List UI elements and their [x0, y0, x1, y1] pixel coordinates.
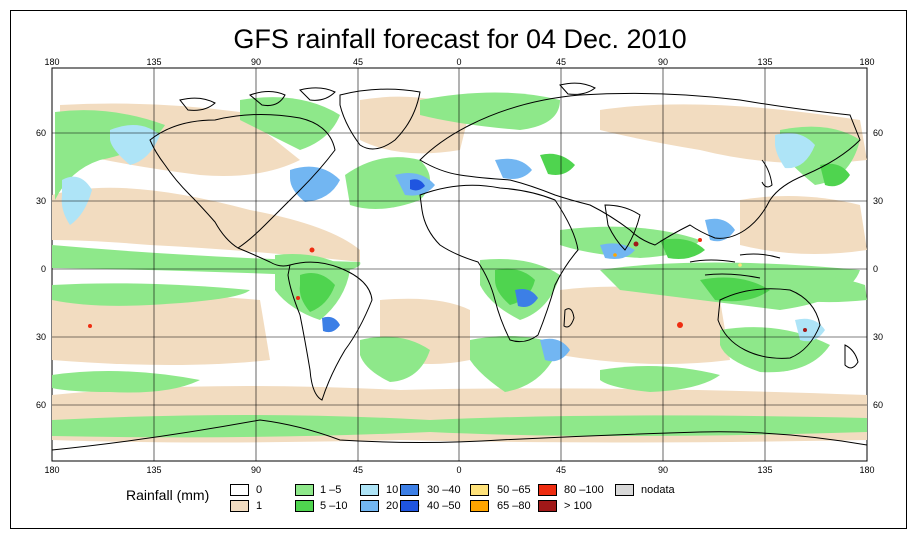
- legend-swatch: [230, 500, 249, 512]
- lon-label: 90: [251, 465, 261, 475]
- legend-swatch: [295, 500, 314, 512]
- lat-label: 60: [873, 400, 883, 410]
- lat-label: 30: [36, 332, 46, 342]
- coastlines: [51, 82, 868, 451]
- lat-label: 60: [36, 128, 46, 138]
- legend-item-label: 30 –40: [427, 484, 461, 496]
- lat-label: 0: [41, 264, 46, 274]
- lon-label: 90: [658, 57, 668, 67]
- legend-swatch: [360, 484, 379, 496]
- legend-item-label: 1 –5: [320, 484, 342, 496]
- lat-label: 60: [36, 400, 46, 410]
- lon-label: 135: [146, 465, 161, 475]
- lon-label: 180: [859, 57, 874, 67]
- lat-label: 30: [873, 332, 883, 342]
- legend-swatch: [230, 484, 249, 496]
- lon-label: 135: [757, 465, 772, 475]
- legend-swatch: [538, 500, 557, 512]
- lon-label: 90: [658, 465, 668, 475]
- lat-label: 0: [873, 264, 878, 274]
- legend-swatch: [470, 484, 489, 496]
- lon-label: 45: [556, 57, 566, 67]
- map-title: GFS rainfall forecast for 04 Dec. 2010: [233, 24, 687, 54]
- lon-label: 135: [757, 57, 772, 67]
- legend-item-label: 65 –80: [497, 500, 531, 512]
- lon-label: 90: [251, 57, 261, 67]
- lon-labels-bottom: 180 135 90 45 0 45 90 135 180: [44, 465, 874, 475]
- lat-labels-left: 60 30 0 30 60: [36, 128, 46, 410]
- lon-label: 0: [456, 465, 461, 475]
- lon-label: 45: [353, 57, 363, 67]
- lon-label: 45: [556, 465, 566, 475]
- legend-swatch: [470, 500, 489, 512]
- legend-swatch: [400, 500, 419, 512]
- legend-item-label: nodata: [641, 484, 675, 496]
- lat-label: 60: [873, 128, 883, 138]
- legend-swatch: [295, 484, 314, 496]
- lon-label: 45: [353, 465, 363, 475]
- legend-item-label: 50 –65: [497, 484, 531, 496]
- legend-item-label: 40 –50: [427, 500, 461, 512]
- lat-labels-right: 60 30 0 30 60: [873, 128, 883, 410]
- lon-label: 135: [146, 57, 161, 67]
- legend-item-label: 1: [256, 500, 263, 512]
- figure-frame: [10, 10, 907, 529]
- legend-swatch: [400, 484, 419, 496]
- lon-label: 0: [456, 57, 461, 67]
- lon-labels-top: 180 135 90 45 0 45 90 135 180: [44, 57, 874, 67]
- lon-label: 180: [859, 465, 874, 475]
- legend-swatch: [538, 484, 557, 496]
- lon-label: 180: [44, 465, 59, 475]
- legend-item-label: 0: [256, 484, 263, 496]
- lat-label: 30: [873, 196, 883, 206]
- legend-item-label: 5 –10: [320, 500, 348, 512]
- graticule: [52, 68, 867, 461]
- legend-title: Rainfall (mm): [126, 487, 210, 503]
- lat-label: 30: [36, 196, 46, 206]
- lon-label: 180: [44, 57, 59, 67]
- legend-item-label: > 100: [564, 500, 592, 512]
- legend-item-label: 80 –100: [564, 484, 604, 496]
- legend-swatch: [360, 500, 379, 512]
- legend-swatch: [615, 484, 634, 496]
